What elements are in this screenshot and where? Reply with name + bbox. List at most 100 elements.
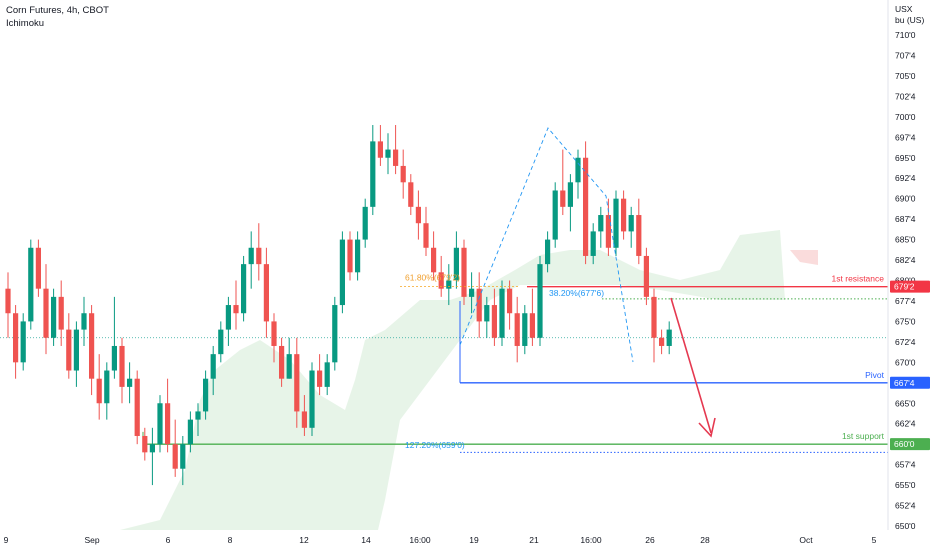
candle: [339, 231, 345, 314]
candle: [248, 231, 254, 289]
candle: [195, 403, 201, 436]
candle-body: [651, 296, 657, 338]
candle: [400, 149, 406, 199]
cloud-bullish: [88, 230, 785, 530]
y-tick-label: 670'0: [895, 357, 916, 367]
candle: [628, 206, 634, 248]
candle-body: [324, 362, 330, 387]
candle-body: [134, 378, 140, 436]
candle: [469, 272, 475, 314]
candle-body: [347, 239, 353, 273]
candle-body: [476, 288, 482, 322]
candle: [309, 362, 315, 436]
candle-body: [317, 370, 323, 387]
candle: [104, 362, 110, 420]
y-tick-label: 682'4: [895, 255, 916, 265]
indicator-label: Ichimoku: [6, 18, 45, 29]
candle: [58, 280, 64, 346]
candle-body: [659, 337, 665, 346]
candle-body: [218, 329, 224, 355]
candle-body: [241, 264, 247, 314]
candle-body: [575, 157, 581, 183]
candle: [476, 272, 482, 338]
candle: [294, 337, 300, 428]
x-tick-label: 14: [361, 535, 371, 545]
candle: [453, 231, 459, 289]
candle: [332, 296, 338, 371]
candle: [241, 255, 247, 322]
candle-body: [271, 321, 277, 346]
cloud-bearish: [790, 250, 818, 265]
x-tick-label: 26: [645, 535, 655, 545]
support-price-tag-bg: [890, 438, 930, 451]
candle-body: [393, 149, 399, 166]
candle: [13, 305, 19, 379]
candle: [659, 329, 665, 355]
support-price-tag: 660'0: [894, 439, 915, 449]
candle: [507, 280, 513, 330]
candle-body: [567, 182, 573, 207]
candle-body: [438, 272, 444, 289]
candle-body: [469, 288, 475, 297]
candle: [149, 427, 155, 486]
fib-1272-label: 127.20%(659'0): [405, 440, 465, 450]
candle-body: [339, 239, 345, 306]
candle: [111, 296, 117, 379]
x-tick-label: 6: [166, 535, 171, 545]
y-tick-label: 687'4: [895, 214, 916, 224]
candle-body: [408, 182, 414, 207]
candle: [89, 305, 95, 396]
candle-body: [35, 247, 41, 289]
candle-body: [195, 411, 201, 420]
price-unit-label-2: bu (US): [895, 15, 924, 25]
candle-body: [187, 419, 193, 445]
candle-body: [529, 313, 535, 338]
y-tick-label: 657'4: [895, 460, 916, 470]
candle: [271, 313, 277, 363]
candle-body: [203, 378, 209, 412]
candle: [598, 206, 604, 248]
candle: [127, 362, 133, 404]
candle-body: [233, 305, 239, 314]
symbol-title: Corn Futures, 4h, CBOT: [6, 5, 109, 16]
candle-body: [605, 215, 611, 248]
candle: [20, 313, 26, 371]
x-tick-label: 5: [872, 535, 877, 545]
resistance-price-tag-bg: [890, 280, 930, 293]
candle-body: [453, 247, 459, 281]
candle-body: [666, 329, 672, 346]
y-tick-label: 655'0: [895, 480, 916, 490]
candle-body: [355, 239, 361, 273]
forecast-arrow-shaft: [670, 297, 712, 434]
candle: [484, 296, 490, 338]
y-tick-label: 705'0: [895, 71, 916, 81]
x-tick-label: 16:00: [580, 535, 602, 545]
candle-body: [598, 215, 604, 232]
candle-body: [362, 206, 368, 240]
candle-body: [613, 198, 619, 248]
candle-body: [522, 313, 528, 346]
y-tick-label: 650'0: [895, 521, 916, 531]
candle: [438, 255, 444, 297]
candle-body: [165, 403, 171, 445]
candle: [370, 125, 376, 216]
candle-body: [628, 215, 634, 232]
candle-body: [400, 165, 406, 183]
resistance-price-tag: 679'2: [894, 282, 915, 292]
candle: [590, 223, 596, 265]
y-tick-label: 710'0: [895, 30, 916, 40]
candle-body: [514, 313, 520, 346]
candle: [514, 296, 520, 363]
candle: [96, 354, 102, 420]
ichimoku-cloud: [88, 230, 818, 530]
candle-body: [5, 288, 11, 314]
time-axis-bg: [0, 530, 932, 550]
candle: [210, 345, 216, 396]
candle-body: [294, 354, 300, 412]
fib-swing-path: [459, 127, 634, 363]
x-tick-label: 21: [529, 535, 539, 545]
candle-body: [484, 305, 490, 322]
candle: [537, 255, 543, 346]
